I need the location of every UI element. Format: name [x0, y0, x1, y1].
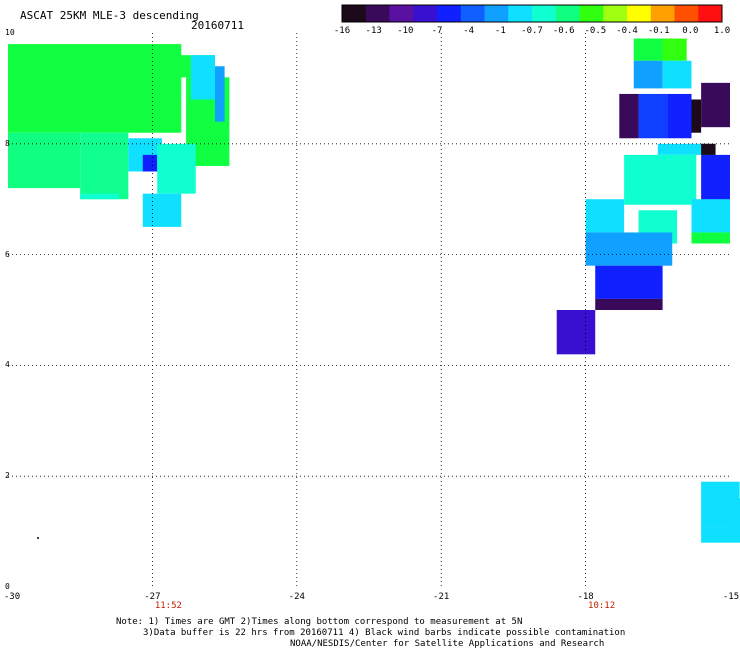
y-tick-label: 10	[5, 28, 15, 37]
colorbar-swatch	[342, 5, 367, 22]
wind-cell	[142, 154, 158, 172]
colorbar-tick-label: -13	[365, 26, 382, 36]
colorbar-tick-label: -10	[397, 26, 414, 36]
colorbar	[341, 4, 723, 23]
wind-cell	[595, 265, 663, 299]
x-tick-label: -21	[433, 592, 450, 602]
wind-cell	[585, 199, 625, 233]
wind-cell	[157, 143, 196, 194]
wind-cell	[585, 232, 673, 266]
wind-cell	[624, 154, 697, 205]
wind-cell	[8, 44, 182, 133]
wind-cell	[667, 93, 692, 139]
x-tick-label: -15	[722, 592, 740, 602]
product-date: 20160711	[191, 19, 244, 32]
colorbar-tick-label: -1	[494, 26, 506, 36]
colorbar-swatch	[603, 5, 628, 22]
wind-cell	[701, 526, 730, 543]
wind-cell	[662, 38, 687, 61]
y-tick-label: 0	[5, 582, 10, 591]
colorbar-swatch	[627, 5, 652, 22]
wind-cell	[701, 82, 730, 128]
note-line-1: Note: 1) Times are GMT 2)Times along bot…	[116, 617, 523, 627]
colorbar-tick-label: 0.0	[682, 26, 699, 36]
colorbar-tick-label: -0.7	[521, 26, 543, 36]
wind-cell	[633, 60, 663, 89]
colorbar-tick-label: -4	[463, 26, 475, 36]
wind-cell	[662, 60, 692, 89]
wind-cell	[142, 193, 182, 227]
x-tick-label: -30	[3, 592, 21, 602]
x-tick-label: -24	[288, 592, 305, 602]
x-tick-label: -27	[144, 592, 161, 602]
wind-cell	[638, 93, 668, 139]
wind-cell	[8, 132, 81, 189]
colorbar-swatch	[555, 5, 580, 22]
colorbar-tick-label: -0.1	[647, 26, 670, 36]
wind-cell	[556, 310, 596, 355]
colorbar-tick-label: -0.6	[552, 26, 575, 36]
pass-time-label: 10:12	[588, 601, 616, 611]
wind-barb-dot	[37, 537, 39, 539]
pass-time-label: 11:52	[154, 601, 182, 611]
wind-cell	[595, 298, 663, 310]
wind-cell	[730, 498, 740, 543]
colorbar-tick-label: 1.0	[713, 26, 731, 36]
colorbar-swatch	[508, 5, 533, 22]
colorbar-tick-label: -7	[431, 26, 443, 36]
y-tick-label: 4	[5, 360, 10, 370]
wind-cell	[214, 66, 225, 122]
wind-cell	[80, 193, 119, 200]
wind-cell	[701, 154, 730, 205]
colorbar-tick-label: -16	[333, 26, 351, 36]
colorbar-swatch	[532, 5, 557, 22]
y-tick-label: 2	[5, 471, 10, 481]
wind-cell	[691, 99, 702, 133]
colorbar-swatch	[365, 5, 390, 22]
colorbar-swatch	[698, 5, 723, 22]
colorbar-swatch	[484, 5, 509, 22]
colorbar-swatch	[413, 5, 438, 22]
colorbar-swatch	[389, 5, 414, 22]
colorbar-tick-label: -0.5	[584, 26, 607, 36]
wind-cell	[619, 93, 639, 139]
colorbar-swatch	[579, 5, 604, 22]
wind-cell	[80, 132, 129, 200]
wind-cell	[657, 143, 711, 155]
colorbar-swatch	[460, 5, 485, 22]
note-line-2: 3)Data buffer is 22 hrs from 20160711 4)…	[143, 628, 626, 638]
note-line-3: NOAA/NESDIS/Center for Satellite Applica…	[290, 639, 605, 649]
product-title: ASCAT 25KM MLE-3 descending	[20, 9, 199, 22]
wind-cell	[190, 55, 215, 100]
wind-cell	[691, 232, 730, 244]
x-tick-label: -18	[577, 592, 594, 602]
y-tick-label: 6	[5, 249, 10, 259]
wind-cell	[691, 199, 730, 233]
colorbar-swatch	[650, 5, 675, 22]
colorbar-tick-label: -0.4	[616, 26, 638, 36]
wind-cell	[701, 143, 716, 155]
colorbar-swatch	[674, 5, 699, 22]
y-tick-label: 8	[5, 138, 10, 148]
colorbar-swatch	[437, 5, 462, 22]
